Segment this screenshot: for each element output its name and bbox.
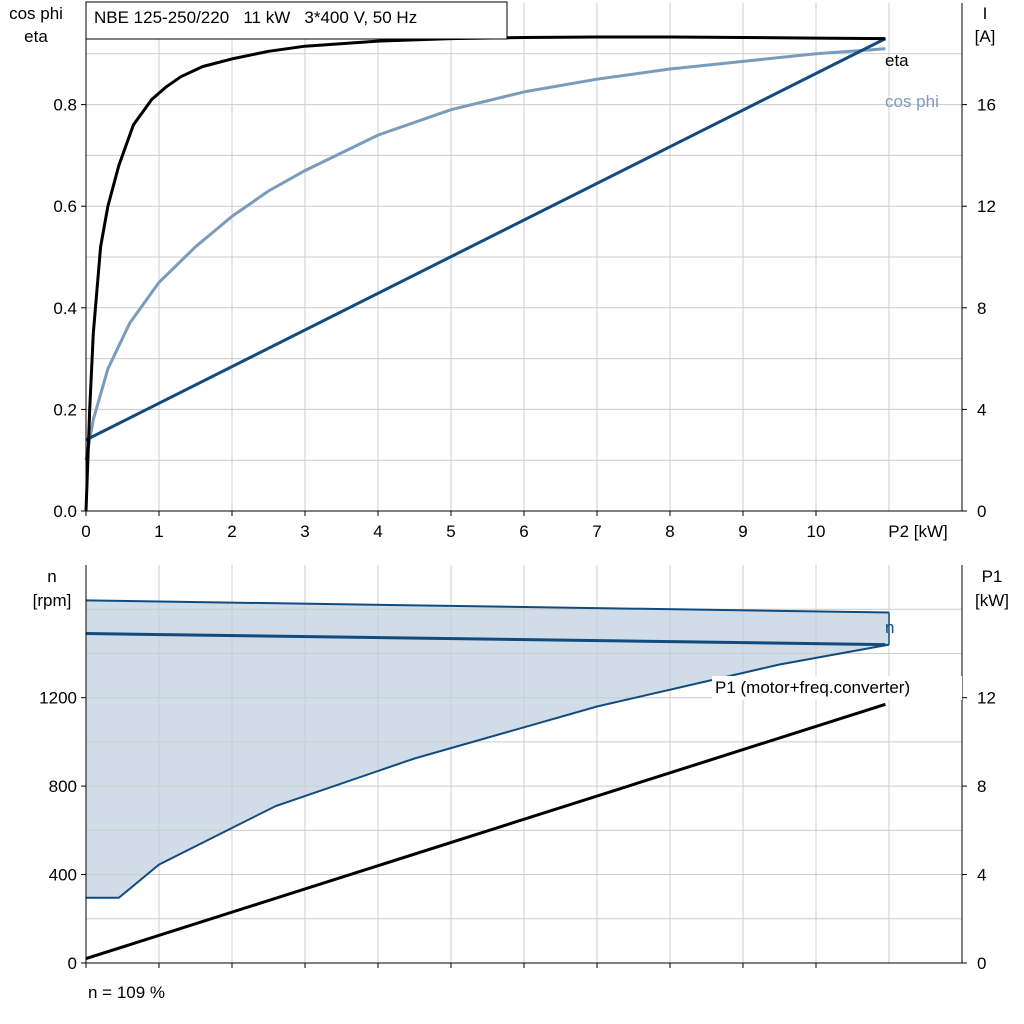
left-tick-label: 800: [49, 777, 77, 796]
right-tick-label: 4: [977, 866, 986, 885]
band-lower-edge: [86, 643, 890, 899]
left-tick-label: 1200: [39, 689, 77, 708]
bottom-left-axis-label-line2: [rpm]: [33, 591, 72, 610]
x-tick-label: 3: [300, 522, 309, 541]
right-tick-label: 12: [977, 197, 996, 216]
x-tick-label: 5: [446, 522, 455, 541]
bottom-right-axis-label-line2: [kW]: [975, 591, 1009, 610]
left-tick-label: 400: [49, 866, 77, 885]
x-tick-label: 8: [665, 522, 674, 541]
series-line-p1: [85, 702, 886, 961]
bottom-series: [85, 599, 890, 961]
p1-label-background: [712, 676, 962, 700]
x-axis-label: P2 [kW]: [888, 522, 948, 541]
x-tick-label: 2: [227, 522, 236, 541]
bottom-right-axis-label-line1: P1: [982, 567, 1003, 586]
bottom-left-axis-label-line1: n: [47, 567, 56, 586]
x-tick-label: 7: [592, 522, 601, 541]
top-series: [84, 35, 887, 512]
left-tick-label: 0: [68, 954, 77, 973]
top-left-axis-label-line1: cos phi: [9, 4, 63, 23]
x-tick-label: 9: [738, 522, 747, 541]
right-tick-label: 12: [977, 689, 996, 708]
right-tick-label: 0: [977, 954, 986, 973]
right-tick-label: 8: [977, 299, 986, 318]
left-tick-label: 0.2: [53, 400, 77, 419]
series-label-p1: P1 (motor+freq.converter): [715, 678, 910, 697]
operating-range-band: [86, 600, 889, 898]
bottom-ticks: 0 400 800 1200 0 4 8 12: [39, 689, 996, 973]
series-line-current: [85, 37, 887, 442]
top-grid: [86, 3, 962, 511]
series-line-speed: [85, 632, 886, 647]
left-tick-label: 0.0: [53, 502, 77, 521]
series-line-eta: [84, 35, 886, 512]
x-tick-label: 1: [154, 522, 163, 541]
top-right-axis-label-line1: I: [983, 4, 988, 23]
left-tick-label: 0.4: [53, 299, 77, 318]
right-tick-label: 0: [977, 502, 986, 521]
chart-title: NBE 125-250/220 11 kW 3*400 V, 50 Hz: [94, 8, 417, 27]
top-right-axis-label-line2: [A]: [975, 27, 996, 46]
right-tick-label: 8: [977, 777, 986, 796]
series-label-cos-phi: cos phi: [885, 92, 939, 111]
bottom-grid: [86, 565, 962, 963]
x-tick-label: 10: [807, 522, 826, 541]
series-label-n: n: [885, 618, 894, 637]
series-label-eta: eta: [885, 51, 909, 70]
series-line-cos-phi: [84, 47, 886, 461]
bottom-band: [86, 600, 889, 898]
right-tick-label: 16: [977, 96, 996, 115]
x-tick-label: 4: [373, 522, 382, 541]
x-tick-label: 6: [519, 522, 528, 541]
top-left-axis-label-line2: eta: [24, 27, 48, 46]
left-tick-label: 0.6: [53, 197, 77, 216]
left-tick-label: 0.8: [53, 96, 77, 115]
band-upper-edge: [85, 599, 890, 614]
x-tick-label: 0: [81, 522, 90, 541]
footnote-speed: n = 109 %: [88, 983, 165, 1002]
title-box: [85, 1, 508, 40]
right-tick-label: 4: [977, 400, 986, 419]
